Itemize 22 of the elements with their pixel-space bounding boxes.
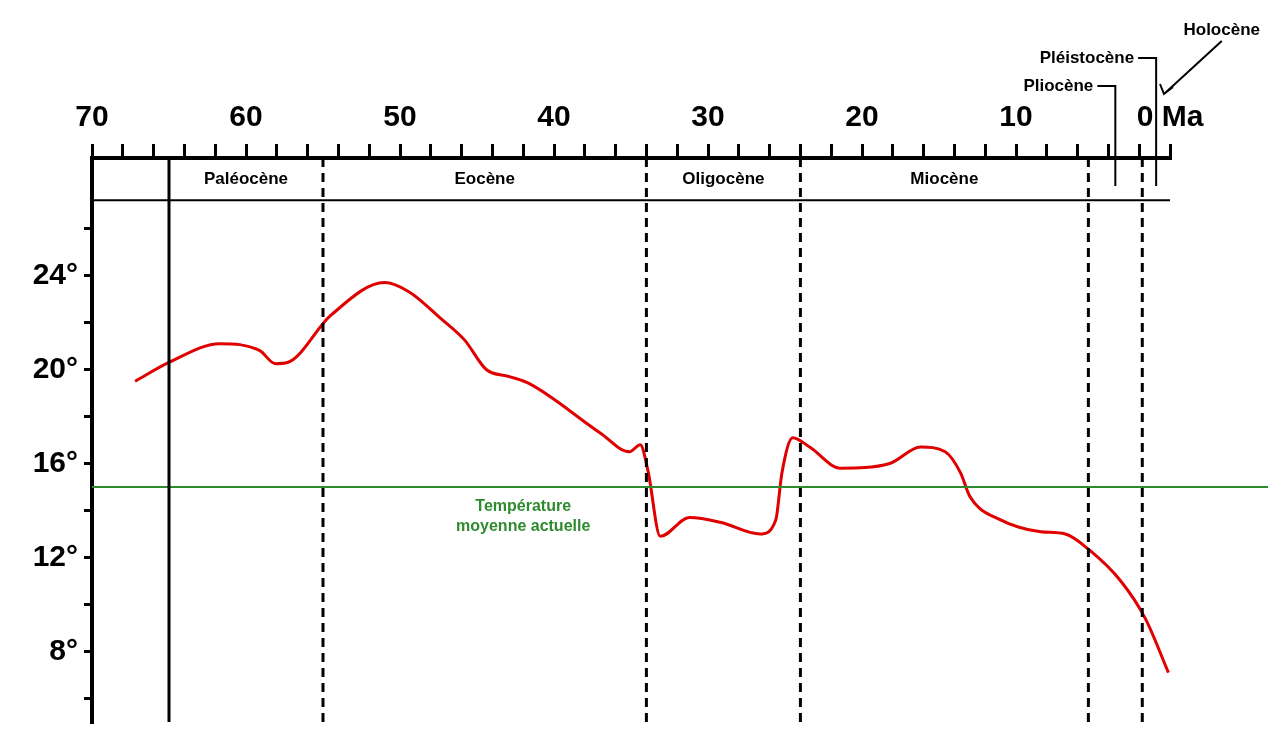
y-tick-label: 20°: [32, 350, 78, 384]
x-tick-label: 70: [75, 99, 109, 133]
x-tick-label: 20: [845, 99, 879, 133]
y-tick-label: 12°: [32, 538, 78, 572]
y-tick-label: 8°: [49, 632, 78, 666]
annotation: Eocène: [454, 168, 515, 188]
x-tick-label: 10: [999, 99, 1033, 133]
x-tick-label: 40: [537, 99, 571, 133]
y-tick-label: 16°: [32, 444, 78, 478]
ref-line-label: Température moyenne actuelle: [456, 497, 591, 535]
annotation: Miocène: [910, 168, 979, 188]
line-series: [133, 281, 1170, 675]
x-tick-label: 0 Ma: [1136, 99, 1204, 133]
x-tick-label: 50: [383, 99, 417, 133]
annotation: Oligocène: [682, 168, 765, 188]
text: Pléistocène: [1039, 47, 1135, 67]
text: Holocène: [1183, 19, 1260, 39]
y-tick-label: 24°: [32, 256, 78, 290]
x-tick-label: 30: [691, 99, 725, 133]
text: Pliocène: [1023, 75, 1094, 95]
x-tick-label: 60: [229, 99, 263, 133]
annotation: Paléocène: [203, 168, 289, 188]
